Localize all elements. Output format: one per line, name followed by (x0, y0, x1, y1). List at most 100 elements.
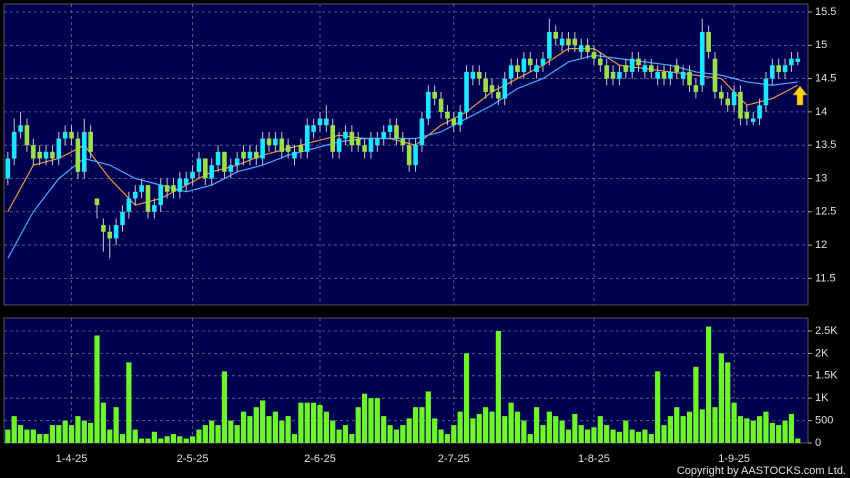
candle-body (362, 145, 367, 152)
candle-body (215, 151, 221, 166)
volume-bar (667, 416, 673, 443)
volume-bar (291, 434, 298, 443)
candle-body (406, 145, 412, 166)
volume-bar (189, 436, 196, 443)
price-panel (3, 3, 809, 306)
candle-body (553, 31, 559, 39)
y-tick-label: 14 (815, 106, 827, 118)
candle-body (343, 131, 348, 139)
volume-bar (756, 416, 763, 443)
candle-body (464, 71, 469, 112)
volume-bar (553, 416, 559, 443)
candle-body (744, 111, 750, 119)
volume-bar (680, 416, 686, 443)
volume-bar (648, 434, 654, 443)
candle-body (668, 71, 673, 79)
candle-body (712, 58, 718, 92)
volume-bar (113, 407, 119, 443)
volume-bar (725, 362, 731, 443)
candle-body (470, 71, 476, 79)
volume-bar (260, 400, 266, 443)
volume-bar (546, 411, 552, 443)
volume-bar (769, 422, 775, 443)
candle-body (177, 178, 183, 192)
candle-body (457, 111, 463, 126)
candle-body (381, 131, 387, 139)
candle-body (706, 31, 711, 52)
candle-body (534, 65, 539, 72)
volume-bar (330, 420, 336, 443)
candle-body (158, 185, 164, 206)
candle-body (642, 65, 648, 72)
candle-body (572, 38, 578, 46)
volume-bar (285, 416, 291, 443)
volume-bar (202, 425, 208, 443)
candle-body (699, 31, 705, 86)
candle-body (604, 65, 609, 79)
volume-tick-label: 1K (815, 392, 829, 404)
volume-bar (323, 411, 329, 443)
volume-bar (616, 431, 623, 443)
volume-bar (68, 425, 75, 443)
volume-bar (75, 416, 81, 443)
volume-bar (763, 411, 769, 443)
volume-tick-label: 1.5K (815, 370, 838, 382)
volume-bar (164, 436, 170, 443)
candle-body (770, 65, 775, 79)
volume-bar (597, 416, 603, 443)
volume-bar (451, 425, 457, 443)
volume-bar (718, 353, 724, 443)
candle-body (636, 58, 641, 66)
candle-body (152, 205, 157, 212)
volume-bar (661, 425, 667, 443)
y-tick-label: 15.5 (815, 6, 836, 18)
candle-body (113, 225, 119, 239)
volume-tick-label: 2.5K (815, 325, 838, 337)
candle-body (763, 78, 769, 106)
volume-bar (37, 434, 43, 443)
volume-bar (349, 434, 355, 443)
volume-bar (693, 366, 699, 443)
volume-bar (788, 413, 795, 443)
volume-bar (368, 398, 374, 443)
volume-bar (476, 413, 482, 443)
y-tick-label: 14.5 (815, 72, 836, 84)
x-tick-label: 2-6-25 (304, 453, 336, 465)
arrow-icon (792, 85, 808, 106)
candle-body (731, 91, 737, 106)
candle-body (234, 158, 240, 166)
volume-bar (266, 416, 272, 443)
volume-bar (527, 434, 533, 443)
candle-body (222, 151, 227, 172)
candle-body (94, 198, 100, 206)
candle-body (547, 31, 552, 59)
volume-bar (776, 425, 782, 443)
volume-bar (578, 425, 584, 443)
volume-bar (298, 402, 304, 443)
candle-body (18, 125, 23, 132)
volume-bar (139, 438, 145, 443)
volume-bar (400, 425, 406, 443)
volume-bar (623, 420, 629, 443)
candle-body (253, 151, 259, 159)
candle-body (578, 45, 584, 52)
volume-bar (240, 411, 247, 443)
volume-bar (279, 420, 285, 443)
candle-body (5, 158, 11, 179)
volume-bar (706, 326, 712, 443)
candle-body (680, 71, 686, 79)
volume-bar (412, 407, 419, 443)
volume-bar (463, 353, 470, 443)
volume-bar (406, 418, 412, 443)
candle-body (120, 211, 125, 226)
volume-bar (209, 420, 215, 443)
volume-bar (183, 438, 189, 443)
volume-bar (744, 418, 750, 443)
candle-body (776, 65, 781, 72)
candle-body (795, 58, 801, 62)
candle-body (521, 58, 527, 72)
candle-body (585, 45, 590, 52)
candle-body (629, 58, 635, 72)
volume-tick-label: 500 (815, 415, 833, 427)
